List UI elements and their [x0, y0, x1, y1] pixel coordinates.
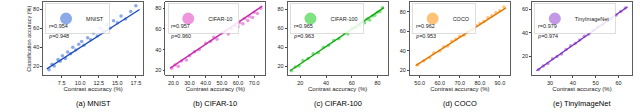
svg-text:ρ=0.963: ρ=0.963	[294, 33, 314, 39]
svg-text:(b) CIFAR-10: (b) CIFAR-10	[193, 99, 237, 108]
svg-text:80: 80	[400, 9, 406, 15]
svg-text:80: 80	[33, 6, 39, 12]
svg-text:Contrast accuracy (%): Contrast accuracy (%)	[64, 86, 123, 92]
svg-text:30.0: 30.0	[184, 80, 195, 86]
svg-text:r=0.965: r=0.965	[294, 23, 313, 29]
svg-text:80: 80	[277, 6, 283, 12]
svg-text:r=0.957: r=0.957	[171, 23, 190, 29]
svg-text:20: 20	[155, 67, 161, 73]
svg-text:40: 40	[400, 48, 406, 54]
svg-text:(d) COCO: (d) COCO	[443, 99, 477, 108]
svg-text:CIFAR-10: CIFAR-10	[208, 16, 232, 22]
svg-text:70.0: 70.0	[454, 80, 465, 86]
svg-text:40: 40	[570, 80, 576, 86]
svg-text:r=0.954: r=0.954	[49, 23, 68, 29]
svg-text:12.5: 12.5	[93, 80, 104, 86]
svg-text:90.0: 90.0	[495, 80, 506, 86]
svg-text:30: 30	[547, 80, 553, 86]
svg-text:Classification accuracy (%): Classification accuracy (%)	[26, 6, 32, 72]
svg-text:Contrast accuracy (%): Contrast accuracy (%)	[430, 86, 489, 92]
svg-text:40.0: 40.0	[200, 80, 211, 86]
svg-text:80: 80	[374, 80, 380, 86]
svg-text:ρ=0.974: ρ=0.974	[538, 33, 558, 39]
svg-text:60: 60	[522, 6, 528, 12]
svg-text:ρ=0.948: ρ=0.948	[49, 33, 69, 39]
svg-text:15.0: 15.0	[112, 80, 123, 86]
svg-text:MNIST: MNIST	[86, 16, 104, 22]
svg-text:20.0: 20.0	[168, 80, 179, 86]
svg-text:80: 80	[155, 5, 161, 11]
svg-text:70.0: 70.0	[249, 80, 260, 86]
svg-text:40: 40	[522, 30, 528, 36]
svg-text:r=0.979: r=0.979	[538, 23, 557, 29]
svg-text:50: 50	[593, 80, 599, 86]
svg-text:CIFAR-100: CIFAR-100	[330, 16, 357, 22]
svg-text:ρ=0.953: ρ=0.953	[416, 33, 436, 39]
svg-text:80.0: 80.0	[474, 80, 485, 86]
svg-text:(e) TinyImageNet: (e) TinyImageNet	[553, 99, 611, 108]
svg-text:60: 60	[155, 26, 161, 32]
svg-text:20: 20	[33, 63, 39, 69]
svg-text:10.0: 10.0	[75, 80, 86, 86]
svg-text:40: 40	[323, 80, 329, 86]
svg-text:20: 20	[277, 63, 283, 69]
svg-text:(c) CIFAR-100: (c) CIFAR-100	[314, 99, 362, 108]
svg-text:COCO: COCO	[453, 16, 470, 22]
svg-text:17.5: 17.5	[131, 80, 142, 86]
svg-text:20: 20	[400, 67, 406, 73]
svg-text:60.0: 60.0	[233, 80, 244, 86]
svg-text:20: 20	[522, 53, 528, 59]
svg-text:60: 60	[277, 25, 283, 31]
svg-text:50.0: 50.0	[414, 80, 425, 86]
svg-text:7.5: 7.5	[58, 80, 66, 86]
svg-text:50.0: 50.0	[217, 80, 228, 86]
svg-text:ρ=0.960: ρ=0.960	[171, 33, 191, 39]
svg-text:r=0.962: r=0.962	[416, 23, 435, 29]
svg-text:Contrast accuracy (%): Contrast accuracy (%)	[186, 86, 245, 92]
svg-text:(a) MNIST: (a) MNIST	[76, 99, 111, 108]
svg-text:40: 40	[155, 47, 161, 53]
svg-text:60: 60	[349, 80, 355, 86]
svg-text:40: 40	[33, 44, 39, 50]
svg-text:60: 60	[400, 28, 406, 34]
svg-text:20: 20	[297, 80, 303, 86]
svg-text:TinyImageNet: TinyImageNet	[575, 16, 610, 22]
svg-text:Contrast accuracy (%): Contrast accuracy (%)	[552, 86, 611, 92]
svg-text:60: 60	[33, 25, 39, 31]
svg-text:60.0: 60.0	[434, 80, 445, 86]
svg-text:40: 40	[277, 44, 283, 50]
svg-text:60: 60	[615, 80, 621, 86]
svg-text:Contrast accuracy (%): Contrast accuracy (%)	[308, 86, 367, 92]
